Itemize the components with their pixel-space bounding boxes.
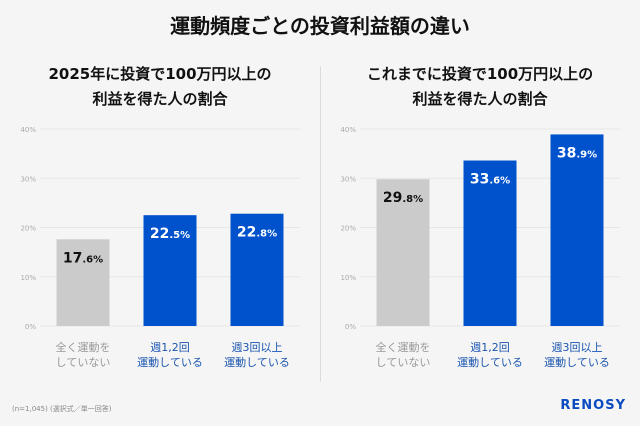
category-label: 週1,2回 — [470, 341, 510, 354]
data-label: 29.8% — [383, 190, 423, 206]
bar — [550, 134, 604, 326]
category-label: 運動している — [457, 355, 523, 369]
data-label-integer: 38 — [557, 145, 576, 161]
renosy-logo: RENOSY — [560, 398, 626, 413]
divider — [320, 66, 321, 382]
category-label: していない — [56, 356, 111, 369]
data-label-decimal: .9% — [576, 149, 597, 160]
y-tick-label: 20% — [340, 225, 356, 233]
y-tick-label: 0% — [25, 323, 36, 331]
bar — [463, 160, 517, 326]
y-tick-label: 40% — [20, 126, 36, 134]
chart-1-title-line2: 利益を得た人の割合 — [92, 90, 228, 108]
data-label: 33.6% — [470, 172, 510, 188]
bar — [376, 179, 430, 326]
category-label: 週3回以上 — [552, 341, 603, 354]
chart-2-title-line1: これまでに投資で100万円以上の — [366, 65, 594, 83]
y-tick-label: 30% — [20, 175, 36, 183]
y-tick-label: 10% — [20, 274, 36, 282]
chart-2-title-line2: 利益を得た人の割合 — [412, 90, 548, 108]
data-label: 38.9% — [557, 145, 597, 161]
data-label-integer: 29 — [383, 190, 402, 206]
data-label-decimal: .6% — [82, 254, 103, 265]
data-label-decimal: .5% — [169, 230, 190, 241]
data-label-integer: 33 — [470, 172, 489, 188]
category-label: 週1,2回 — [150, 341, 190, 354]
category-label: 運動している — [224, 355, 290, 369]
y-tick-label: 10% — [340, 274, 356, 282]
data-label-decimal: .8% — [402, 194, 423, 205]
data-label-integer: 22 — [237, 225, 256, 241]
data-label: 17.6% — [63, 250, 103, 266]
data-label: 22.5% — [150, 226, 190, 242]
y-tick-label: 20% — [20, 225, 36, 233]
chart-1-title-line1: 2025年に投資で100万円以上の — [48, 65, 272, 83]
category-label: 運動している — [137, 355, 203, 369]
chart-1-title: 2025年に投資で100万円以上の 利益を得た人の割合 — [0, 62, 320, 112]
category-label: していない — [376, 356, 431, 369]
y-tick-label: 40% — [340, 126, 356, 134]
category-label: 全く運動を — [376, 340, 431, 354]
data-label-integer: 17 — [63, 250, 82, 266]
data-label-decimal: .8% — [256, 229, 277, 240]
data-label: 22.8% — [237, 225, 277, 241]
category-label: 全く運動を — [56, 340, 111, 354]
footnote: (n=1,045) (選択式／単一回答) — [12, 405, 112, 413]
chart-2-title: これまでに投資で100万円以上の 利益を得た人の割合 — [320, 62, 640, 112]
page-title: 運動頻度ごとの投資利益額の違い — [170, 14, 470, 38]
data-label-integer: 22 — [150, 226, 169, 242]
category-label: 週3回以上 — [232, 341, 283, 354]
category-label: 運動している — [544, 355, 610, 369]
bar — [56, 239, 110, 326]
y-tick-label: 30% — [340, 175, 356, 183]
data-label-decimal: .6% — [489, 176, 510, 187]
bar — [230, 213, 284, 326]
y-tick-label: 0% — [345, 323, 356, 331]
bar — [143, 215, 197, 326]
